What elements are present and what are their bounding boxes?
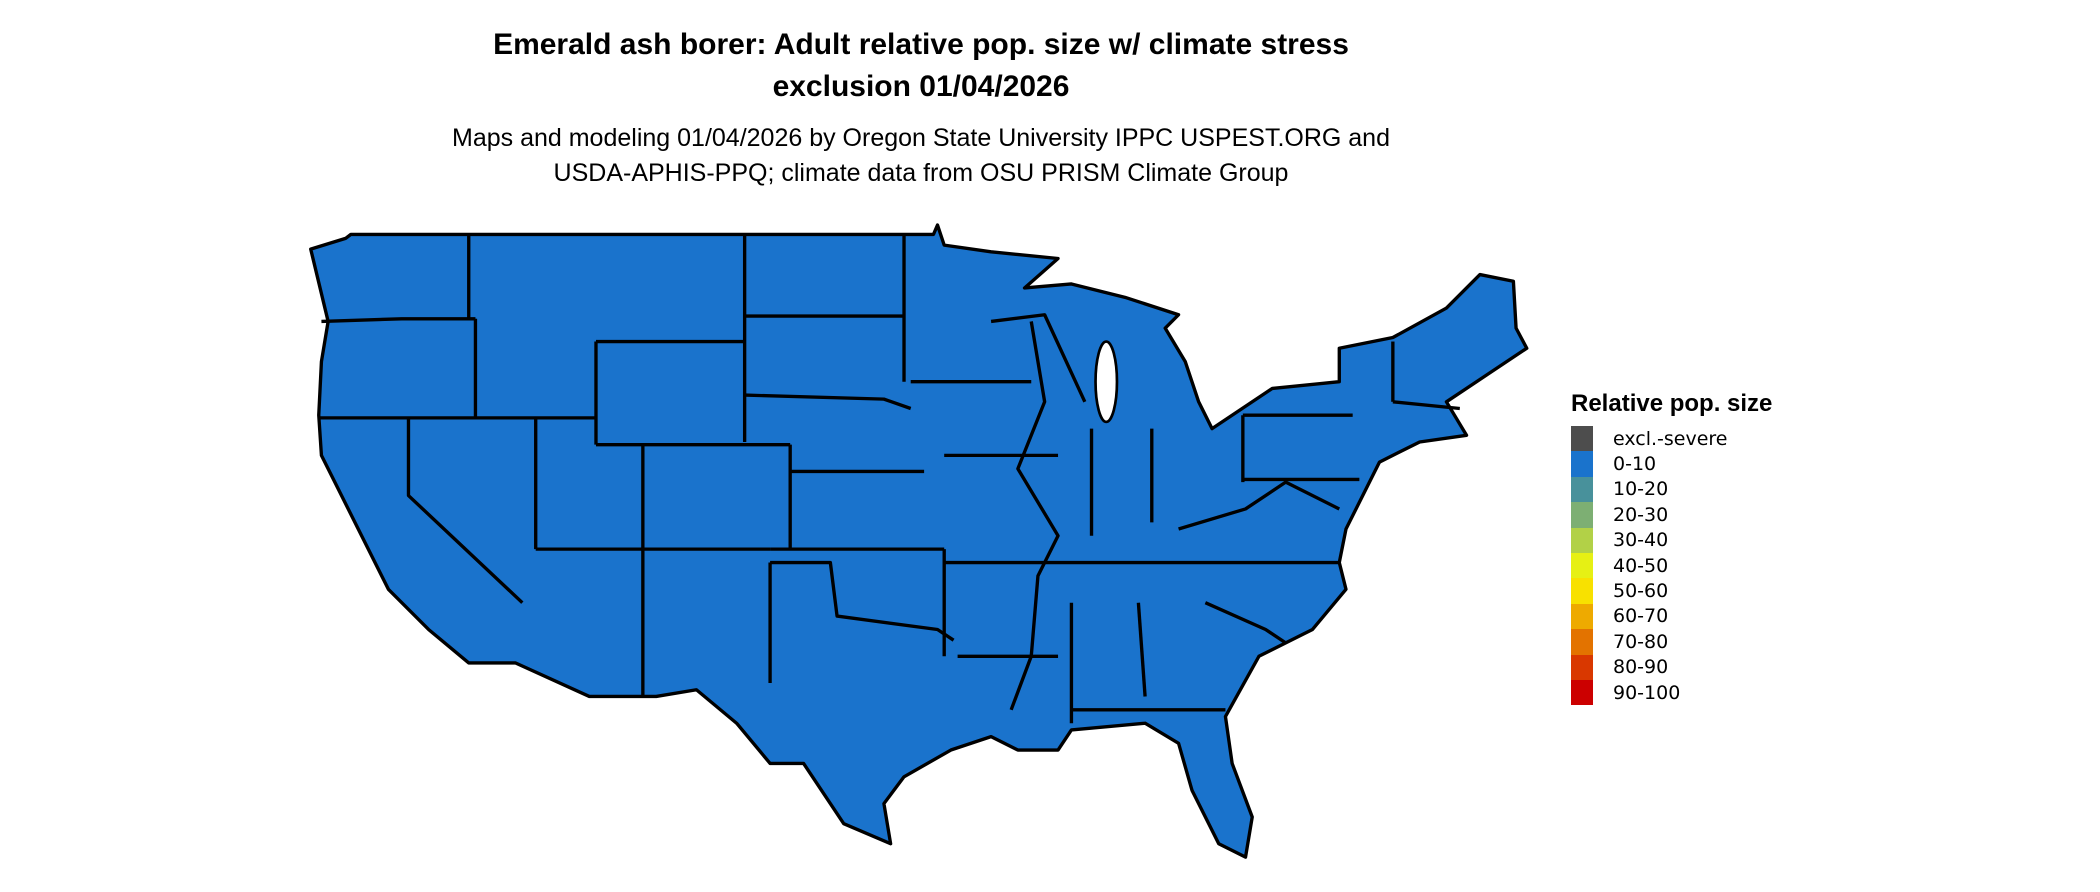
legend-swatch — [1571, 502, 1593, 528]
state-border — [990, 313, 1087, 403]
legend-label: 0-10 — [1613, 453, 1657, 476]
legend-label: 30-40 — [1613, 529, 1669, 552]
map-subtitle-line1: Maps and modeling 01/04/2026 by Oregon S… — [452, 124, 1390, 152]
legend-item: 10-20 — [1571, 476, 1772, 503]
state-border — [1009, 321, 1060, 711]
legend-label: 40-50 — [1613, 554, 1669, 577]
legend-item: 90-100 — [1571, 679, 1772, 706]
legend-swatch — [1571, 679, 1593, 706]
legend-swatch — [1571, 527, 1593, 553]
legend-item: 80-90 — [1571, 654, 1772, 680]
legend-item: 0-10 — [1571, 451, 1772, 477]
state-border — [321, 317, 476, 324]
lake-michigan — [1094, 340, 1119, 424]
legend-item: 30-40 — [1571, 527, 1772, 553]
legend-label: 10-20 — [1613, 478, 1669, 501]
legend-item: 40-50 — [1571, 552, 1772, 579]
map-title-line1: Emerald ash borer: Adult relative pop. s… — [493, 28, 1349, 61]
legend-label: 20-30 — [1613, 503, 1669, 526]
us-outline — [309, 223, 1529, 859]
state-borders — [318, 234, 1460, 724]
legend-item: 60-70 — [1571, 603, 1772, 630]
legend-item: 20-30 — [1571, 502, 1772, 528]
legend-label: excl.-severe — [1613, 427, 1728, 450]
legend-swatch — [1571, 629, 1593, 655]
legend-swatch — [1571, 578, 1593, 604]
legend: Relative pop. size excl.-severe 0-10 10-20… — [1571, 390, 1773, 706]
legend-label: 90-100 — [1613, 681, 1681, 704]
legend-title: Relative pop. size — [1571, 390, 1773, 417]
state-border — [744, 393, 912, 411]
legend-label: 80-90 — [1613, 656, 1669, 679]
legend-item: 70-80 — [1571, 629, 1772, 655]
legend-label: 70-80 — [1613, 630, 1669, 653]
legend-item: 50-60 — [1571, 578, 1772, 604]
state-border — [406, 417, 524, 604]
state-border — [1392, 400, 1460, 411]
legend-swatch — [1571, 654, 1593, 680]
state-border — [1178, 480, 1341, 531]
state-border — [1136, 602, 1147, 697]
legend-label: 60-70 — [1613, 605, 1669, 628]
legend-swatch — [1571, 552, 1593, 579]
legend-swatch — [1571, 603, 1593, 630]
map-title-line2: exclusion 01/04/2026 — [772, 70, 1070, 103]
legend-swatch — [1571, 451, 1593, 477]
legend-swatch — [1571, 426, 1593, 452]
map-subtitle-line2: USDA-APHIS-PPQ; climate data from OSU PR… — [553, 159, 1289, 187]
legend-item: excl.-severe — [1571, 426, 1772, 452]
legend-swatch — [1571, 476, 1593, 503]
legend-label: 50-60 — [1613, 580, 1669, 603]
state-border — [1204, 601, 1287, 645]
